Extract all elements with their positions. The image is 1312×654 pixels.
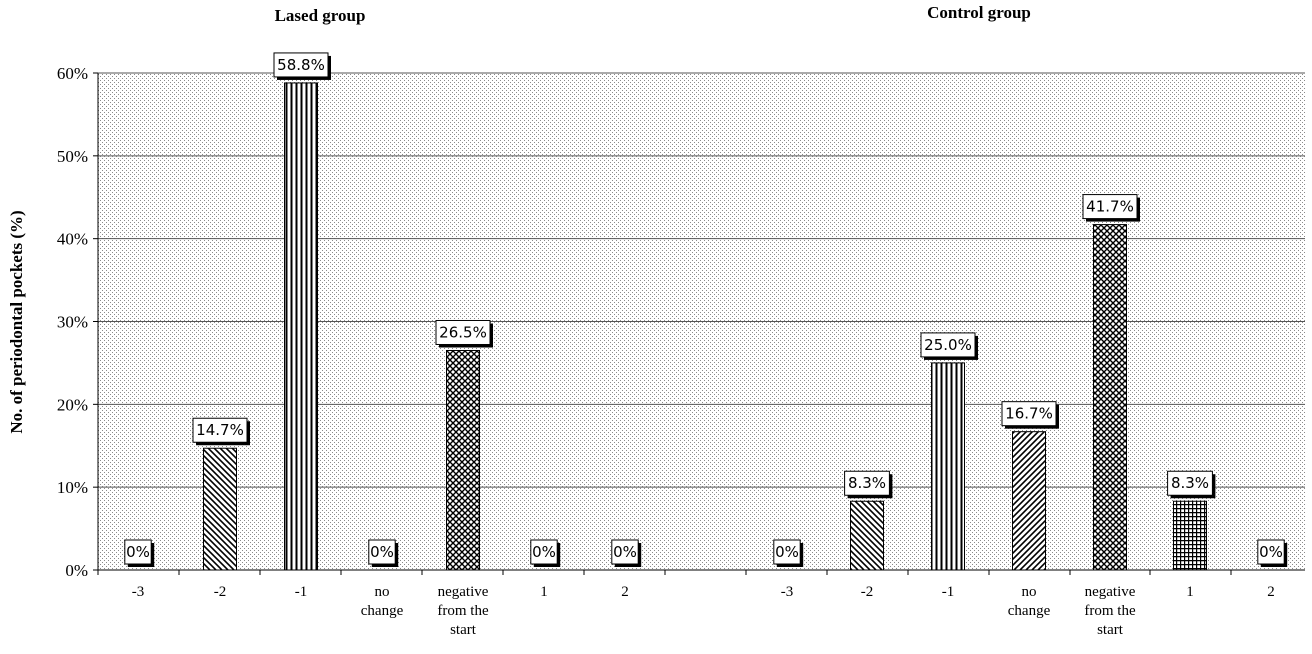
svg-text:16.7%: 16.7% [1005,405,1053,423]
svg-text:0%: 0% [532,543,556,561]
data-label: 14.7% [192,417,250,446]
data-label: 8.3% [1167,470,1216,499]
x-tick-label: 1 [1186,584,1194,600]
data-label: 58.8% [273,52,331,80]
y-tick-label: 40% [57,230,88,249]
data-label: 0% [611,539,642,567]
x-tick-label: 2 [1267,584,1275,600]
group-title-lased: Lased group [275,6,366,25]
bar-lased-1 [203,447,237,571]
y-axis-ticks: 0% 10% 20% 30% 40% 50% 60% [57,64,98,580]
x-tick-label: negative from the start [1084,584,1136,638]
y-tick-label: 30% [57,313,88,332]
svg-text:8.3%: 8.3% [848,474,886,492]
svg-text:58.8%: 58.8% [277,56,325,74]
data-label: 8.3% [844,470,893,499]
svg-text:0%: 0% [370,543,394,561]
x-tick-label: -2 [861,584,874,600]
data-label: 0% [773,539,804,567]
x-tick-label: no change [361,584,404,619]
svg-text:0%: 0% [775,543,799,561]
y-tick-label: 20% [57,395,88,414]
data-labels: 0% 14.7% 58.8% 0% 26.5% 0% 0% 0% 8.3% 25.0% 16.7% 4… [124,52,1288,567]
y-tick-label: 0% [65,561,88,580]
bar-lased-4 [446,349,480,571]
y-tick-label: 10% [57,478,88,497]
svg-text:14.7%: 14.7% [196,421,244,439]
x-tick-label: -3 [132,584,145,600]
bar-control-1 [850,500,884,571]
x-tick-label: 2 [621,584,629,600]
y-axis-label: No. of periodontal pockets (%) [7,210,26,433]
x-tick-label: 1 [540,584,548,600]
bars [203,82,1207,571]
data-label: 26.5% [435,319,493,348]
bar-control-3 [1012,431,1046,571]
svg-text:0%: 0% [1259,543,1283,561]
bar-control-4 [1093,224,1127,571]
x-axis-ticks: -3 -2 -1 no change negative from the start 1 2 -3 -… [97,570,1275,638]
y-tick-label: 50% [57,147,88,166]
bar-control-5 [1173,500,1207,571]
x-tick-label: -1 [942,584,955,600]
x-tick-label: -3 [781,584,794,600]
data-label: 0% [124,539,155,567]
svg-text:26.5%: 26.5% [439,323,487,341]
svg-text:25.0%: 25.0% [924,336,972,354]
svg-text:8.3%: 8.3% [1171,474,1209,492]
x-tick-label: -1 [295,584,308,600]
x-tick-label: -2 [214,584,227,600]
bar-lased-2 [284,82,318,571]
svg-text:0%: 0% [613,543,637,561]
data-label: 41.7% [1082,194,1140,222]
data-label: 0% [530,539,561,567]
data-label: 25.0% [920,332,978,360]
group-title-control: Control group [927,3,1031,22]
data-label: 0% [1257,539,1288,567]
svg-text:0%: 0% [126,543,150,561]
bar-control-2 [931,362,965,571]
svg-text:41.7%: 41.7% [1086,198,1134,216]
data-label: 0% [368,539,399,567]
x-tick-label: negative from the start [437,584,489,638]
data-label: 16.7% [1001,401,1059,429]
x-tick-label: no change [1008,584,1051,619]
y-tick-label: 60% [57,64,88,83]
